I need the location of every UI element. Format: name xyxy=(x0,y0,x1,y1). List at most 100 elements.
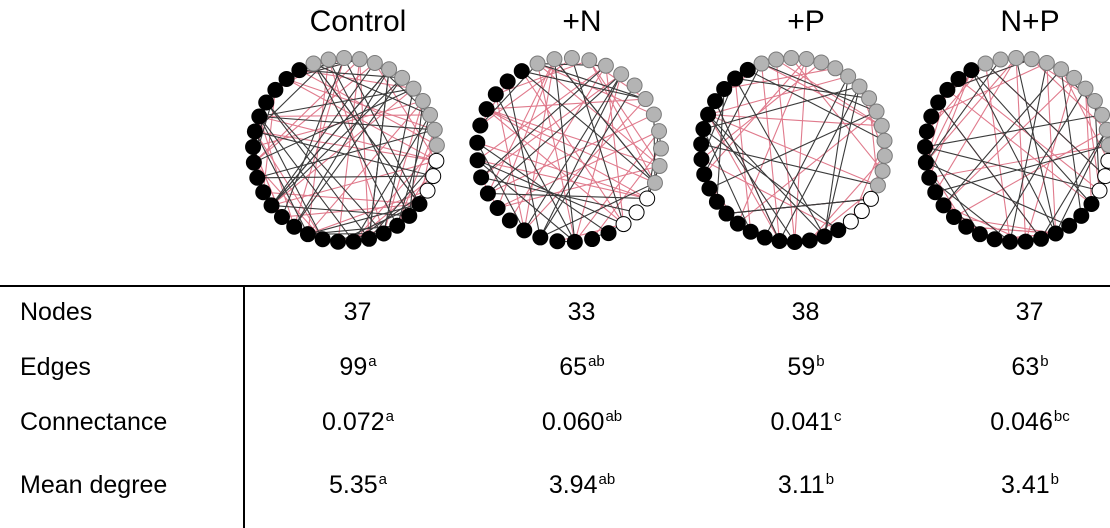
edge-negative xyxy=(258,116,355,242)
node-black xyxy=(729,215,746,232)
network-np xyxy=(917,50,1110,250)
edge-positive xyxy=(477,65,607,161)
node-gray xyxy=(426,121,443,138)
table-cell: 0.041c xyxy=(770,408,842,436)
node-black xyxy=(258,94,275,111)
edge-positive xyxy=(374,62,437,162)
edge-positive xyxy=(1015,57,1027,242)
node-black xyxy=(935,197,952,214)
edge-negative xyxy=(271,62,376,206)
node-gray xyxy=(768,51,785,68)
node-black xyxy=(1073,207,1090,224)
edge-positive xyxy=(707,75,849,116)
node-black xyxy=(801,232,818,249)
edge-negative xyxy=(476,142,525,231)
edge-negative xyxy=(943,68,1062,206)
node-gray xyxy=(753,55,770,72)
node-black xyxy=(695,121,712,138)
edge-positive xyxy=(537,63,655,115)
edge-negative xyxy=(313,63,398,226)
edge-positive xyxy=(809,155,886,241)
edge-negative xyxy=(985,63,1106,177)
edge-positive xyxy=(1084,88,1101,191)
node-gray xyxy=(876,132,893,149)
edge-positive xyxy=(588,60,656,184)
node-gray xyxy=(428,137,445,154)
edge-positive xyxy=(760,63,781,242)
node-black xyxy=(963,62,980,79)
node-black xyxy=(756,229,773,246)
edge-negative xyxy=(747,69,885,142)
edge-negative xyxy=(293,68,390,227)
edge-positive xyxy=(925,57,1017,163)
edge-negative xyxy=(539,85,636,238)
node-gray xyxy=(381,61,398,78)
node-black xyxy=(549,233,566,250)
edge-negative xyxy=(307,203,420,235)
edge-positive xyxy=(293,57,345,227)
node-black xyxy=(469,134,486,151)
node-black xyxy=(742,223,759,240)
edge-positive xyxy=(486,108,648,199)
node-black xyxy=(945,209,962,226)
edge-positive xyxy=(707,114,781,242)
edge-positive xyxy=(259,114,431,118)
node-black xyxy=(501,212,518,229)
edge-positive xyxy=(775,59,796,243)
edge-negative xyxy=(271,204,410,217)
edge-negative xyxy=(714,100,781,242)
edge-negative xyxy=(571,57,625,225)
edge-negative xyxy=(523,73,622,231)
edge-positive xyxy=(701,158,839,231)
table-cell: 59b xyxy=(787,353,825,381)
node-black xyxy=(255,184,272,201)
edge-negative xyxy=(716,88,725,202)
edge-negative xyxy=(823,86,861,237)
node-gray xyxy=(1023,51,1040,68)
edge-negative xyxy=(709,111,877,189)
node-black xyxy=(923,108,940,125)
edge-positive xyxy=(947,89,1092,205)
node-black xyxy=(917,154,934,171)
node-white xyxy=(1097,168,1110,185)
node-black xyxy=(771,233,788,250)
edge-positive xyxy=(790,57,884,172)
edge-negative xyxy=(408,100,424,216)
node-white xyxy=(428,152,445,169)
edge-negative xyxy=(701,143,879,186)
edge-negative xyxy=(271,77,403,206)
node-black xyxy=(696,166,713,183)
node-black xyxy=(986,231,1003,248)
node-gray xyxy=(320,51,337,68)
edge-negative xyxy=(702,128,752,232)
edge-negative xyxy=(703,85,860,130)
edge-negative xyxy=(924,114,1103,148)
edge-positive xyxy=(574,74,622,242)
node-black xyxy=(251,108,268,125)
table-cell: 37 xyxy=(1015,298,1044,326)
edge-positive xyxy=(574,130,660,243)
edge-negative xyxy=(259,88,414,118)
node-gray xyxy=(798,50,815,67)
node-gray xyxy=(1066,69,1083,86)
column-title-control: Control xyxy=(309,5,407,38)
node-black xyxy=(401,207,418,224)
node-black xyxy=(286,218,303,235)
node-black xyxy=(971,226,988,243)
node-gray xyxy=(1098,121,1110,138)
edge-negative xyxy=(1055,129,1108,234)
node-black xyxy=(499,73,516,90)
edge-negative xyxy=(726,198,871,215)
node-black xyxy=(489,200,506,217)
node-black xyxy=(375,225,392,242)
edge-negative xyxy=(254,131,309,235)
node-black xyxy=(1047,225,1064,242)
edge-negative xyxy=(703,63,763,175)
node-black xyxy=(584,231,601,248)
edge-negative xyxy=(925,59,1002,163)
edge-negative xyxy=(253,88,414,164)
edge-negative xyxy=(1009,62,1048,242)
node-gray xyxy=(1094,106,1110,123)
column-title-np: N+P xyxy=(1000,5,1060,38)
edge-negative xyxy=(477,159,624,225)
